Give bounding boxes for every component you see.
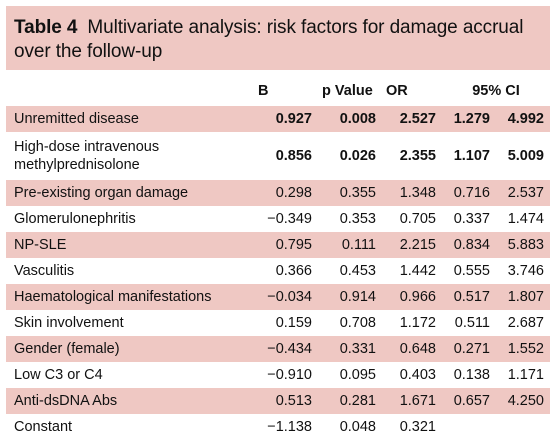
row-ci-low: 0.657 [442, 388, 496, 414]
table-row: Constant −1.138 0.048 0.321 [6, 414, 550, 440]
table-row: High-dose intravenous methylprednisolone… [6, 132, 550, 180]
row-ci-high: 2.537 [496, 180, 550, 206]
header-variable [6, 76, 244, 106]
header-ci: 95% CI [472, 83, 520, 99]
table-title: Multivariate analysis: risk factors for … [14, 17, 524, 62]
table-body: Unremitted disease 0.927 0.008 2.527 1.279 4.… [6, 106, 550, 440]
row-ci-low: 0.716 [442, 180, 496, 206]
row-variable-name: Low C3 or C4 [14, 367, 103, 383]
table-row: Low C3 or C4 −0.910 0.095 0.403 0.138 1.171 [6, 362, 550, 388]
row-or-value: 2.355 [399, 148, 436, 164]
row-ci-low: 0.511 [454, 315, 490, 331]
row-ci-high: 1.552 [496, 336, 550, 362]
row-or-value: 2.215 [382, 232, 442, 258]
row-or-value: 1.671 [382, 388, 442, 414]
table-row: Gender (female) −0.434 0.331 0.648 0.271 1.55… [6, 336, 550, 362]
row-or-value: 1.348 [382, 180, 442, 206]
row-or-value: 0.321 [399, 419, 436, 435]
row-p-value: 0.026 [339, 148, 376, 164]
row-ci-high: 5.009 [507, 148, 544, 164]
row-or-value: 0.403 [399, 367, 436, 383]
row-ci-high: 5.883 [496, 232, 550, 258]
row-or-value: 1.172 [399, 315, 436, 331]
table-row: Haematological manifestations −0.034 0.914… [6, 284, 550, 310]
table-label: Table 4 [14, 17, 78, 38]
row-variable-name: Constant [14, 419, 73, 435]
row-or-value: 0.966 [382, 284, 442, 310]
table-caption: Table 4 Multivariate analysis: risk facto… [6, 6, 550, 70]
row-or-value: 0.648 [382, 336, 442, 362]
row-b-value: −0.434 [244, 336, 318, 362]
row-variable-name: NP-SLE [6, 232, 244, 258]
row-or-value: 2.527 [382, 106, 442, 132]
table-row: Anti-dsDNA Abs 0.513 0.281 1.671 0.657 4.250 [6, 388, 550, 414]
table-row: Glomerulonephritis −0.349 0.353 0.705 0.337 1… [6, 206, 550, 232]
row-p-value: 0.353 [339, 211, 376, 227]
row-variable-name: Skin involvement [14, 315, 124, 331]
row-ci-high: 4.992 [496, 106, 550, 132]
row-ci-low: 0.517 [442, 284, 496, 310]
row-b-value: −0.910 [267, 367, 312, 383]
table-row: Pre-existing organ damage 0.298 0.355 1.348… [6, 180, 550, 206]
row-ci-high: 4.250 [496, 388, 550, 414]
row-ci-low: 0.834 [442, 232, 496, 258]
row-p-value: 0.453 [339, 263, 376, 279]
row-variable-name: Vasculitis [14, 263, 75, 279]
row-ci-high: 2.687 [507, 315, 544, 331]
row-b-value: −0.349 [267, 211, 312, 227]
row-or-value: 1.442 [399, 263, 436, 279]
row-ci-low: 0.138 [453, 367, 490, 383]
row-ci-high: 3.746 [507, 263, 544, 279]
row-variable-name: Unremitted disease [6, 106, 244, 132]
header-b: B [258, 83, 269, 99]
row-p-value: 0.095 [339, 367, 376, 383]
row-variable-name: Pre-existing organ damage [6, 180, 244, 206]
row-b-value: 0.927 [244, 106, 318, 132]
row-variable-name: Haematological manifestations [6, 284, 244, 310]
row-b-value: −0.034 [244, 284, 318, 310]
row-b-value: 0.513 [244, 388, 318, 414]
row-b-value: 0.159 [275, 315, 312, 331]
table-row: Unremitted disease 0.927 0.008 2.527 1.279 4.… [6, 106, 550, 132]
row-ci-low: 0.337 [453, 211, 490, 227]
row-ci-high [496, 414, 550, 440]
row-p-value: 0.111 [318, 232, 382, 258]
header-row: B p Value OR 95% CI [6, 76, 550, 106]
row-variable-name: Gender (female) [6, 336, 244, 362]
table-row: Vasculitis 0.366 0.453 1.442 0.555 3.746 [6, 258, 550, 284]
row-ci-low: 1.107 [453, 148, 490, 164]
row-p-value: 0.281 [318, 388, 382, 414]
table-row: NP-SLE 0.795 0.111 2.215 0.834 5.883 [6, 232, 550, 258]
row-variable-name: Glomerulonephritis [14, 211, 136, 227]
table-row: Skin involvement 0.159 0.708 1.172 0.511 2.68… [6, 310, 550, 336]
row-b-value: −1.138 [267, 419, 312, 435]
header-p-value: p Value [322, 83, 373, 99]
row-p-value: 0.708 [339, 315, 376, 331]
row-or-value: 0.705 [399, 211, 436, 227]
row-ci-low [442, 414, 496, 440]
row-p-value: 0.914 [318, 284, 382, 310]
row-ci-low: 0.555 [453, 263, 490, 279]
row-ci-high: 1.474 [507, 211, 544, 227]
header-or: OR [386, 83, 408, 99]
row-b-value: 0.366 [275, 263, 312, 279]
row-ci-high: 1.171 [507, 367, 544, 383]
row-p-value: 0.048 [339, 419, 376, 435]
row-b-value: 0.856 [275, 148, 312, 164]
results-table: B p Value OR 95% CI Unremitted disease 0.… [6, 76, 550, 440]
row-variable-name: High-dose intravenous methylprednisolone [14, 139, 160, 173]
row-b-value: 0.795 [244, 232, 318, 258]
row-ci-low: 1.279 [442, 106, 496, 132]
row-variable-name: Anti-dsDNA Abs [6, 388, 244, 414]
row-p-value: 0.331 [318, 336, 382, 362]
row-p-value: 0.355 [318, 180, 382, 206]
row-b-value: 0.298 [244, 180, 318, 206]
row-ci-high: 1.807 [496, 284, 550, 310]
row-ci-low: 0.271 [442, 336, 496, 362]
row-p-value: 0.008 [318, 106, 382, 132]
